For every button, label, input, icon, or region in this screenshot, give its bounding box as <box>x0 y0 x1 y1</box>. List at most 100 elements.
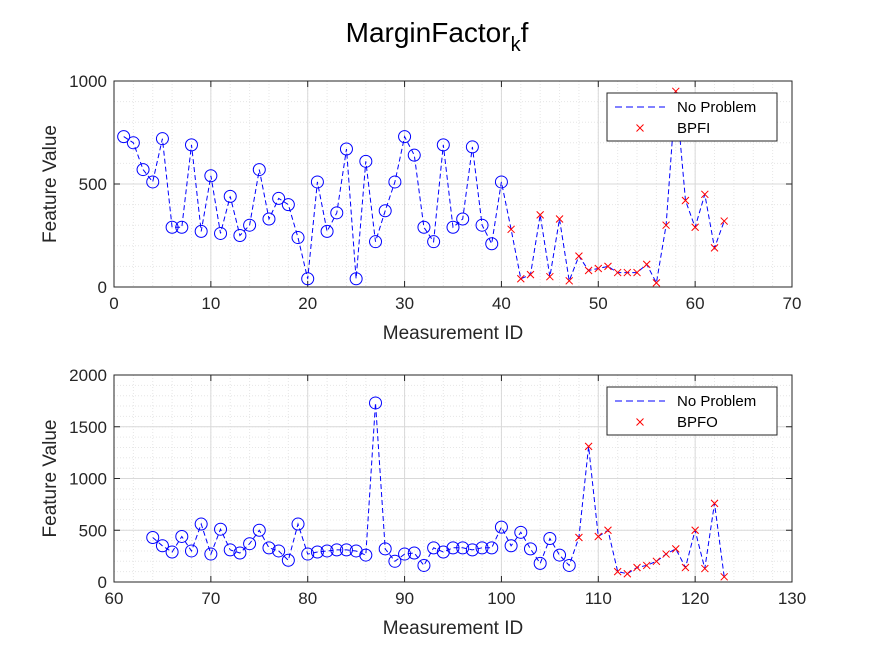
data-point-fault <box>594 532 603 541</box>
data-point-no-problem <box>272 191 286 205</box>
data-point-no-problem <box>310 545 324 559</box>
data-point-fault <box>633 563 641 572</box>
data-point-no-problem <box>475 541 489 555</box>
data-point-no-problem <box>320 544 334 558</box>
data-point-no-problem <box>475 218 489 232</box>
data-point-no-problem <box>194 517 208 531</box>
y-axis-label: Feature Value <box>40 125 61 243</box>
data-point-fault <box>575 533 583 542</box>
data-point-fault <box>681 563 690 572</box>
x-tick-label: 110 <box>585 589 612 608</box>
data-point-no-problem <box>504 539 518 553</box>
data-point-no-problem <box>553 548 567 562</box>
data-point-no-problem <box>243 218 257 232</box>
data-point-fault <box>594 264 603 273</box>
data-point-no-problem <box>165 220 179 234</box>
data-point-no-problem <box>446 541 460 555</box>
data-point-no-problem <box>436 138 450 152</box>
data-point-fault <box>613 268 622 277</box>
x-axis-label: Measurement ID <box>383 618 523 639</box>
data-point-no-problem <box>369 396 383 410</box>
data-point-no-problem <box>456 212 470 226</box>
data-point-no-problem <box>417 220 431 234</box>
data-point-fault <box>671 545 680 553</box>
data-point-fault <box>691 526 699 535</box>
data-point-no-problem <box>407 148 421 162</box>
data-point-fault <box>710 244 719 252</box>
data-point-fault <box>700 190 709 199</box>
data-point-fault <box>642 260 651 269</box>
y-tick-label: 1000 <box>69 470 107 489</box>
data-point-no-problem <box>330 206 344 220</box>
data-point-fault <box>584 442 593 451</box>
data-point-no-problem <box>514 525 528 539</box>
data-point-no-problem <box>126 136 140 150</box>
data-point-fault <box>546 272 554 281</box>
data-point-fault <box>565 276 574 285</box>
data-point-no-problem <box>562 558 576 572</box>
data-point-no-problem <box>378 542 392 556</box>
data-point-no-problem <box>281 198 295 212</box>
x-tick-label: 120 <box>681 589 709 608</box>
legend-marker-swatch <box>636 418 644 426</box>
data-point-no-problem <box>339 142 353 156</box>
data-point-fault <box>575 252 583 260</box>
data-point-no-problem <box>223 189 237 203</box>
data-point-no-problem <box>252 163 266 177</box>
x-tick-label: 70 <box>783 294 802 313</box>
x-tick-label: 70 <box>201 589 220 608</box>
x-tick-label: 40 <box>492 294 511 313</box>
data-point-fault <box>720 572 729 581</box>
data-point-fault <box>516 274 525 283</box>
data-point-no-problem <box>233 229 247 242</box>
x-tick-label: 90 <box>395 589 414 608</box>
x-tick-label: 30 <box>395 294 414 313</box>
data-point-no-problem <box>359 154 373 168</box>
data-point-no-problem <box>427 235 441 249</box>
data-point-fault <box>691 223 699 232</box>
data-point-no-problem <box>543 532 557 546</box>
data-point-no-problem <box>349 272 363 286</box>
x-tick-label: 50 <box>589 294 608 313</box>
data-point-no-problem <box>272 544 286 558</box>
x-tick-label: 100 <box>487 589 515 608</box>
data-point-no-problem <box>117 130 131 144</box>
data-point-no-problem <box>204 547 218 561</box>
legend: No Problem BPFO <box>606 386 778 436</box>
data-point-fault <box>652 557 661 566</box>
data-point-fault <box>700 564 709 573</box>
data-point-no-problem <box>310 175 324 189</box>
x-tick-label: 60 <box>105 589 124 608</box>
data-point-no-problem <box>533 556 547 570</box>
data-point-no-problem <box>214 522 228 536</box>
legend-label-no-problem: No Problem <box>677 393 756 410</box>
data-point-no-problem <box>485 541 499 555</box>
data-point-no-problem <box>369 235 383 249</box>
legend: No Problem BPFI <box>606 92 778 142</box>
data-point-fault <box>604 526 612 535</box>
subplot-top: 0 10 20 30 40 50 60 70 0 500 1000 Measurement ID Fea… <box>40 72 801 344</box>
data-point-no-problem <box>446 220 460 234</box>
data-point-no-problem <box>320 224 334 238</box>
data-point-no-problem <box>485 237 499 251</box>
data-point-no-problem <box>330 543 344 557</box>
data-point-no-problem <box>456 541 470 555</box>
data-point-fault <box>720 217 729 225</box>
x-tick-label: 130 <box>778 589 806 608</box>
data-point-fault <box>584 266 593 275</box>
data-point-fault <box>681 196 690 205</box>
data-point-no-problem <box>184 544 198 558</box>
data-point-no-problem <box>291 231 305 245</box>
data-point-fault <box>642 561 651 570</box>
data-point-no-problem <box>465 140 479 154</box>
y-tick-label: 1000 <box>69 72 107 91</box>
series-line <box>123 91 725 285</box>
y-axis-label: Feature Value <box>40 420 61 538</box>
data-point-no-problem <box>291 517 305 531</box>
data-point-no-problem <box>165 545 179 559</box>
data-point-no-problem <box>494 175 508 189</box>
subplot-bottom: 60 70 80 90 100 110 120 130 0 500 1000 1500 2000 Meas… <box>40 366 806 639</box>
data-point-no-problem <box>398 547 412 561</box>
y-tick-label: 1500 <box>69 418 107 437</box>
